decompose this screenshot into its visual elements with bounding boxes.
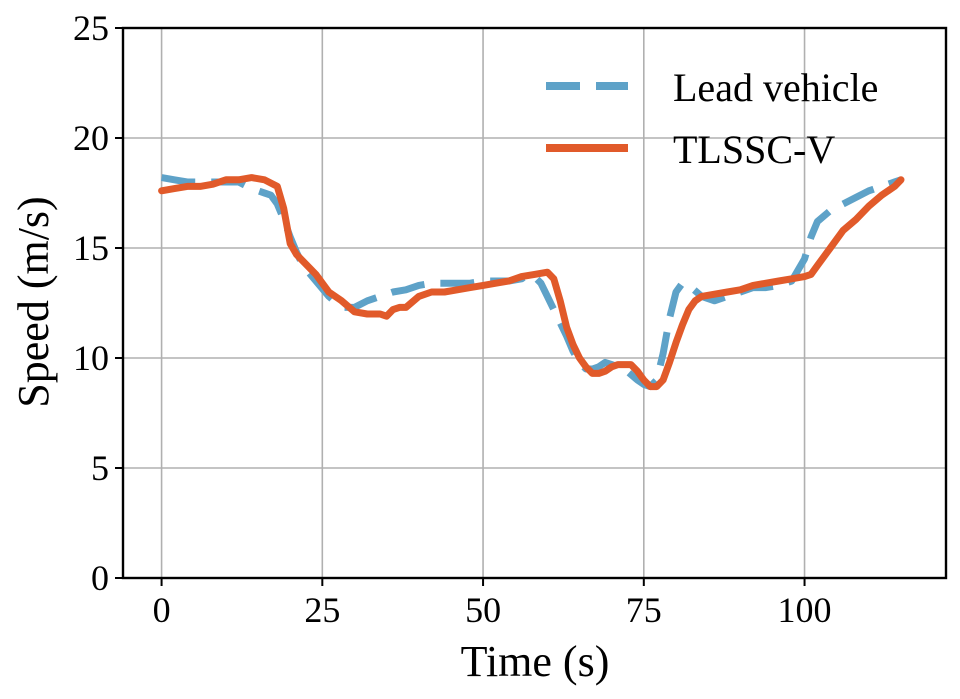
legend-label-tlssc-v: TLSSC-V (673, 127, 835, 172)
series-layer (158, 174, 905, 391)
legend-label-lead-vehicle: Lead vehicle (673, 65, 878, 110)
axis-ticks: 0 25 50 75 100 0 5 10 15 20 25 (73, 8, 832, 630)
x-tick-label: 100 (778, 590, 832, 630)
x-tick-label: 25 (304, 590, 340, 630)
series-line-tlssc-v (158, 174, 905, 391)
y-axis-label: Speed (m/s) (9, 196, 58, 407)
x-axis-label: Time (s) (461, 637, 610, 686)
x-tick-label: 75 (626, 590, 662, 630)
x-tick-label: 50 (465, 590, 501, 630)
legend: Lead vehicle TLSSC-V (546, 65, 878, 172)
x-tick-label: 0 (153, 590, 171, 630)
y-tick-label: 25 (73, 8, 109, 48)
y-tick-label: 20 (73, 118, 109, 158)
plot-frame (121, 26, 948, 580)
y-tick-label: 0 (91, 558, 109, 598)
y-tick-label: 15 (73, 228, 109, 268)
y-tick-label: 5 (91, 448, 109, 488)
grid-lines (123, 27, 946, 579)
y-tick-label: 10 (73, 338, 109, 378)
